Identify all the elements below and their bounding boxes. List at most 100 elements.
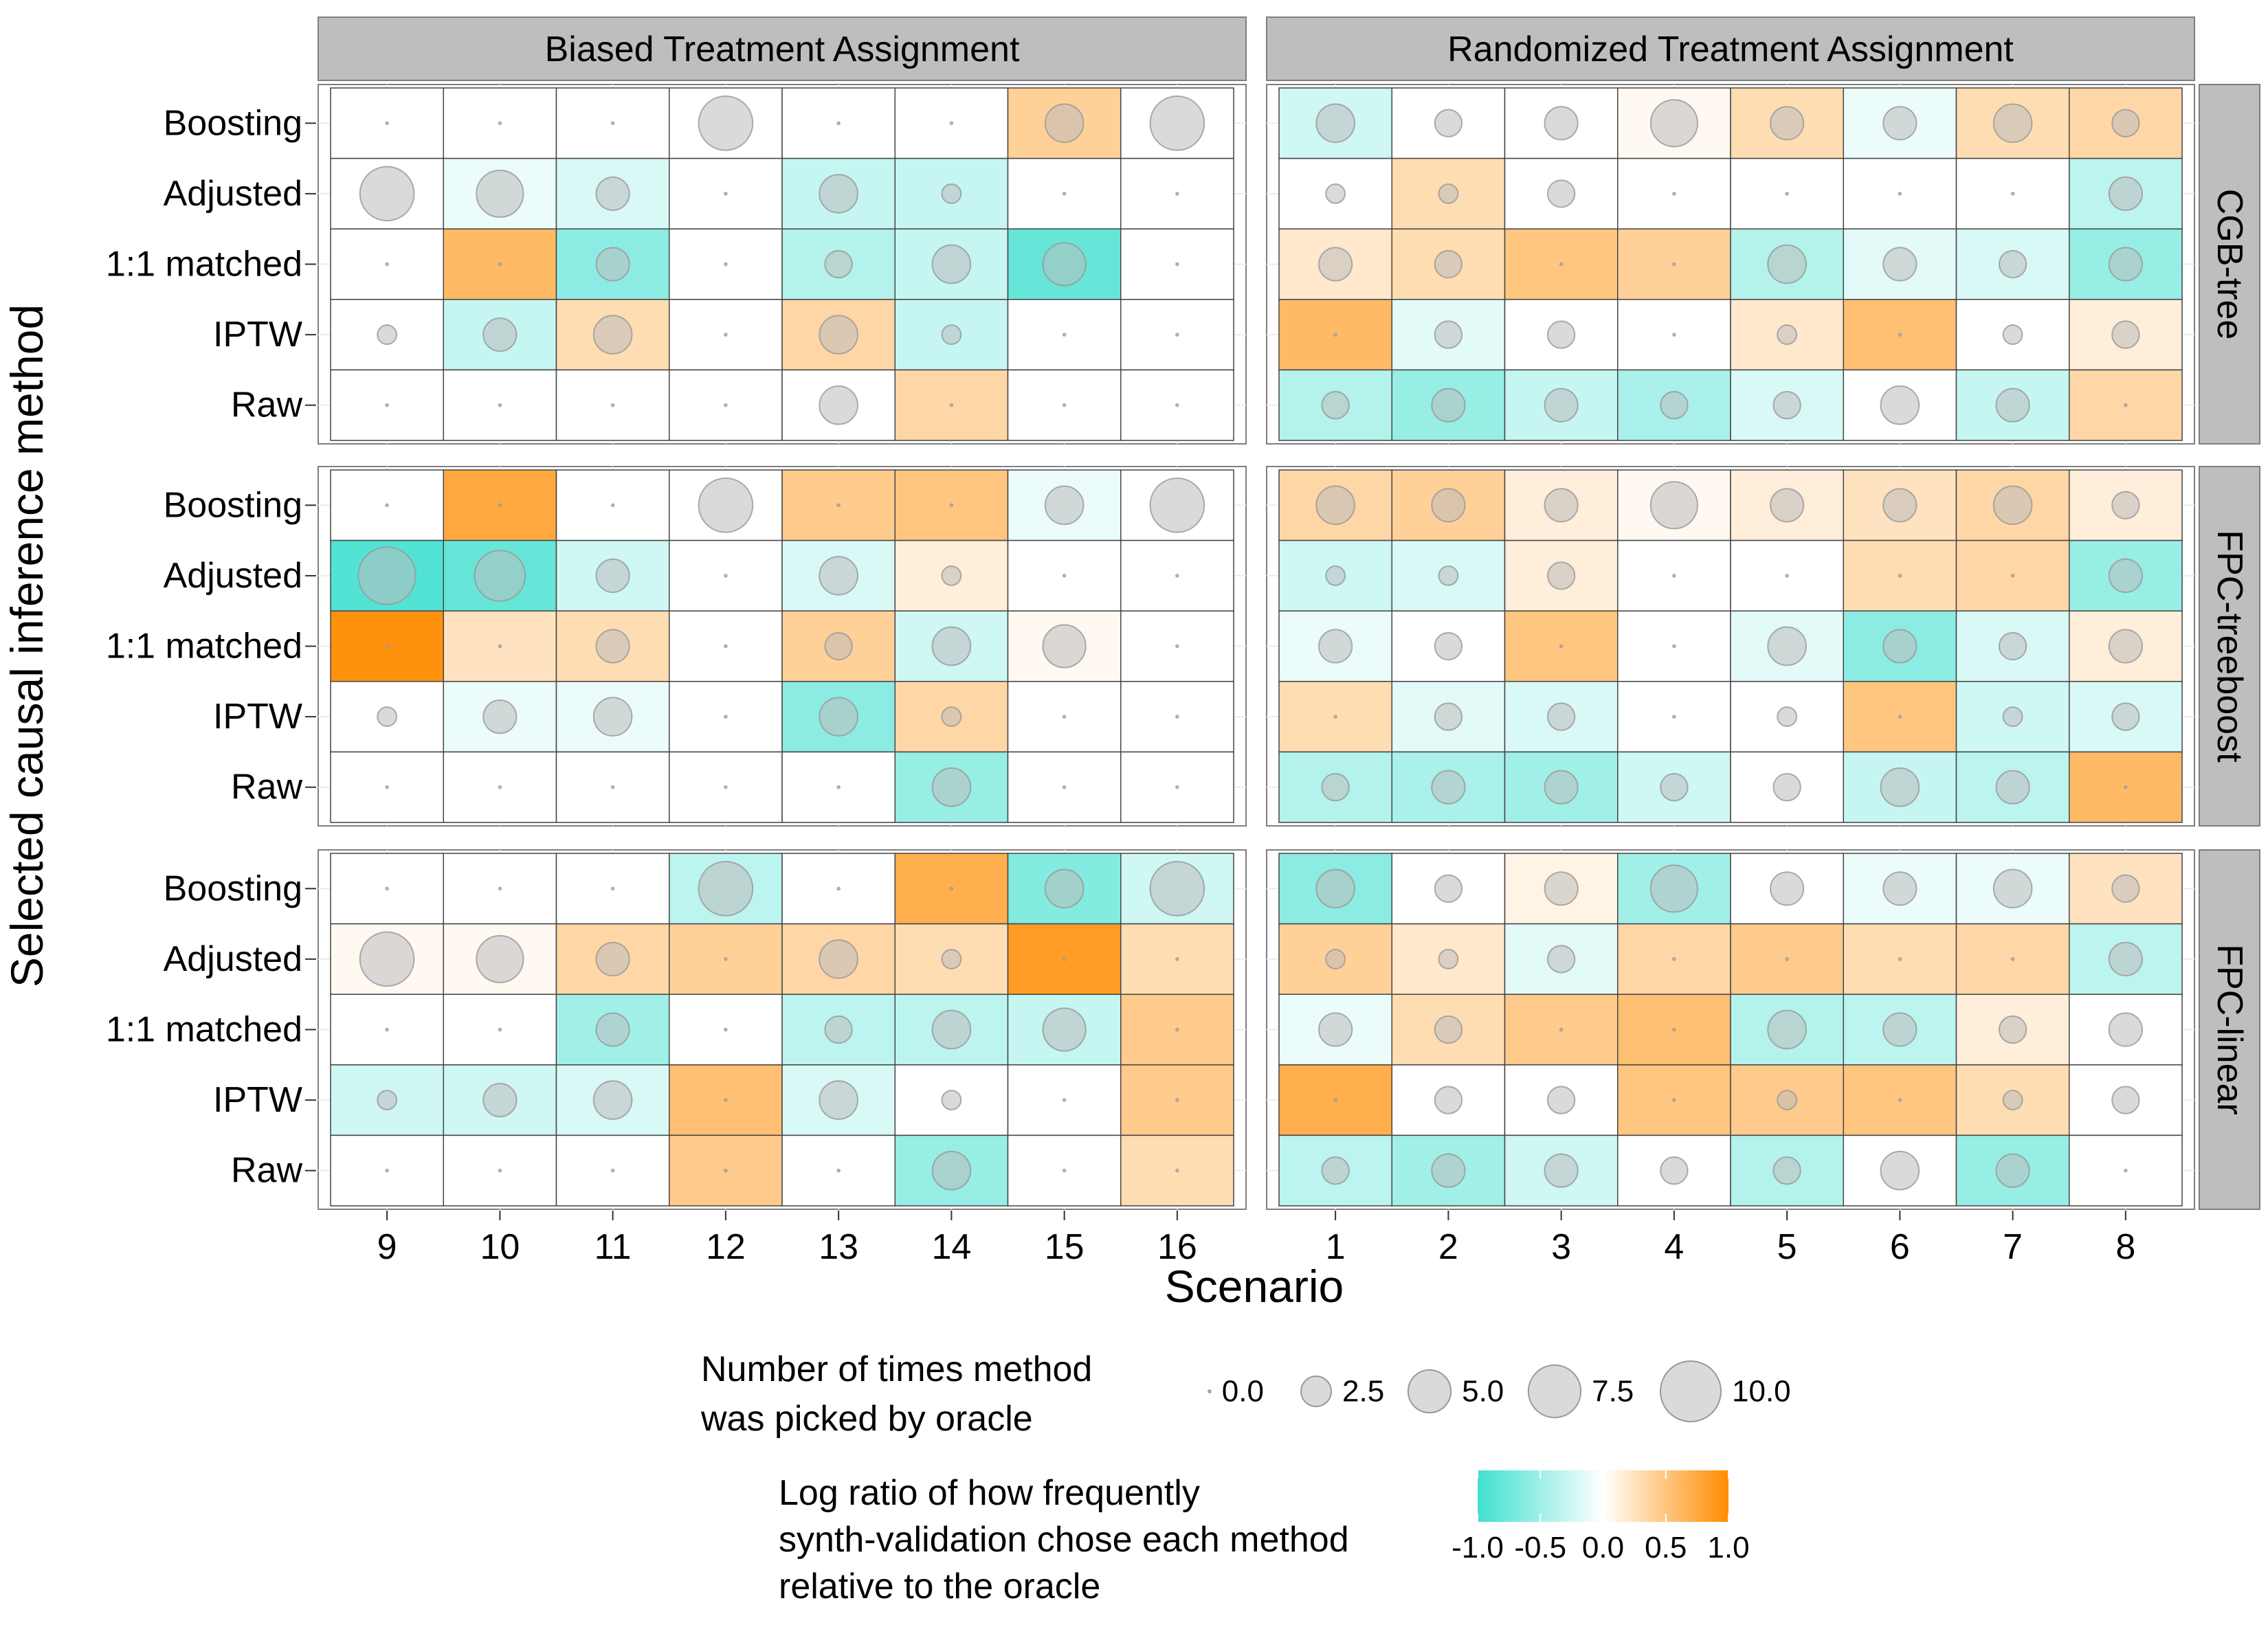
bubble: [1315, 103, 1355, 144]
method-label: 1:1 matched: [106, 1010, 302, 1050]
legend-size-title-line-2: was picked by oracle: [700, 1399, 1033, 1439]
scenario-label: 12: [706, 1227, 746, 1267]
bubble: [476, 934, 524, 983]
bubble: [1882, 106, 1917, 141]
bubble: [359, 931, 415, 987]
method-label: Raw: [231, 767, 302, 807]
bubble: [2010, 192, 2015, 196]
bubble: [1434, 249, 1463, 279]
x-axis-title: Scenario: [1165, 1261, 1344, 1312]
bubble: [474, 550, 526, 602]
bubble: [1431, 1153, 1466, 1188]
bubble: [610, 503, 615, 508]
column-strip-2: [1266, 16, 2195, 81]
bubble: [1149, 860, 1205, 917]
bubble: [498, 121, 502, 126]
bubble: [1315, 868, 1355, 909]
method-label: 1:1 matched: [106, 245, 302, 284]
legend-size-label: 0.0: [1222, 1375, 1264, 1409]
bubble: [1559, 262, 1564, 267]
bubble: [1175, 644, 1179, 649]
legend-size-label: 5.0: [1462, 1375, 1504, 1409]
bubble: [385, 121, 389, 126]
bubble: [2108, 1012, 2143, 1047]
bubble: [498, 644, 502, 649]
bubble: [941, 706, 962, 728]
bubble: [1785, 574, 1789, 578]
bubble: [724, 262, 728, 267]
bubble: [836, 785, 841, 789]
bubble: [1044, 485, 1085, 526]
method-label: Boosting: [164, 485, 302, 525]
bubble: [1062, 1098, 1067, 1102]
bubble: [941, 1090, 962, 1111]
bubble: [1880, 767, 1920, 807]
bubble: [2124, 785, 2128, 789]
bubble: [592, 697, 633, 737]
bubble: [1672, 715, 1676, 719]
bubble: [931, 767, 972, 807]
legend-size-title-line-1: Number of times method: [701, 1349, 1092, 1389]
bubble: [819, 556, 858, 596]
bubble: [377, 1090, 398, 1111]
bubble: [592, 1080, 633, 1120]
bubble: [1042, 1007, 1087, 1052]
bubble: [1321, 391, 1350, 420]
bubble: [1998, 249, 2027, 279]
bubble: [824, 249, 853, 279]
bubble: [357, 546, 416, 605]
legend-size: Number of times method was picked by ora…: [700, 1349, 1791, 1439]
bubble: [2108, 941, 2143, 976]
bubble: [476, 169, 524, 218]
bubble: [931, 244, 972, 284]
scenario-label: 16: [1157, 1227, 1197, 1267]
bubble: [698, 95, 754, 151]
bubble: [1062, 1168, 1067, 1173]
legend-size-label: 10.0: [1732, 1375, 1791, 1409]
bubble: [2002, 1090, 2023, 1111]
scenario-label: 3: [1551, 1227, 1571, 1267]
heat-tile: [781, 299, 896, 371]
bubble: [949, 503, 954, 508]
bubble: [1992, 103, 2033, 144]
bubble: [1660, 773, 1689, 802]
bubble: [1544, 770, 1579, 805]
bubble: [1333, 715, 1337, 719]
bubble: [1321, 1156, 1350, 1185]
bubble: [1434, 1015, 1463, 1044]
bubble: [1992, 485, 2033, 526]
bubble: [1315, 485, 1355, 526]
bubble: [1559, 644, 1564, 649]
bubble: [610, 403, 615, 407]
bubble: [2124, 403, 2128, 407]
bubble: [1544, 1153, 1579, 1188]
bubble: [1438, 565, 1459, 586]
bubble: [1434, 320, 1463, 349]
bubble: [1325, 948, 1346, 969]
bubble: [1995, 770, 2030, 805]
bubble: [1062, 715, 1067, 719]
bubble: [941, 948, 962, 969]
bubble: [385, 403, 389, 407]
legend-fill-label: 0.0: [1582, 1531, 1624, 1564]
bubble: [498, 886, 502, 891]
bubble: [819, 385, 858, 425]
bubble: [931, 1150, 972, 1191]
method-label: Adjusted: [164, 174, 302, 214]
bubble: [836, 503, 841, 508]
bubble: [1770, 871, 1805, 906]
bubble: [724, 403, 728, 407]
bubble: [1175, 403, 1179, 407]
method-label: IPTW: [213, 697, 302, 737]
legend-fill-label: 0.5: [1645, 1531, 1687, 1564]
bubble: [1318, 247, 1353, 282]
bubble: [941, 565, 962, 586]
bubble: [1770, 488, 1805, 523]
bubble: [610, 886, 615, 891]
panel-1-2: [1266, 84, 2195, 445]
scenario-label: 5: [1777, 1227, 1797, 1267]
bubble: [1062, 785, 1067, 789]
bubble: [2111, 702, 2140, 731]
bubble: [359, 166, 415, 222]
bubble: [698, 860, 754, 917]
